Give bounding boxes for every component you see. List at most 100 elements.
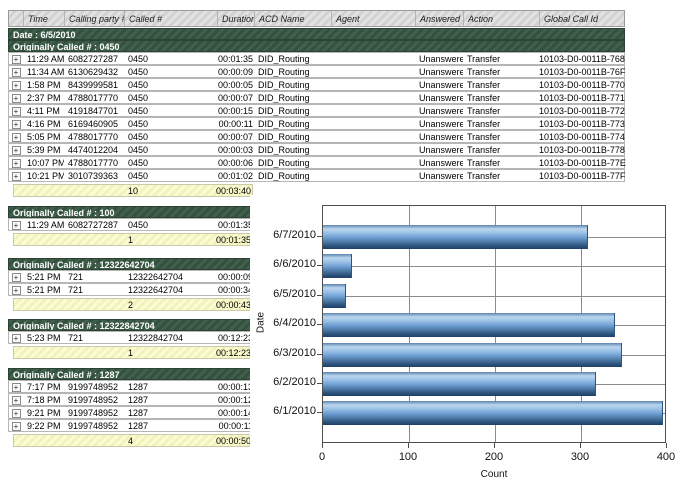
y-axis-tick [317,354,322,355]
cell-agent [331,131,415,142]
cell-global_call_id: 10103-D0-0011B-773 [539,119,625,129]
cell-duration: 00:00:07 [217,132,253,142]
column-header: Duration [217,11,254,26]
table-row: +4:16 PM 6169460905 0450 00:00:11 DID_Routin… [8,117,625,130]
expand-button[interactable]: + [11,395,21,405]
cell-calling_party: 6169460905 [68,119,119,129]
cell-calling_party: 6082727287 [68,54,119,64]
originally-called-group-header: Originally Called # : 12322842704 [8,319,253,331]
cell-action: Transfer [467,106,501,116]
x-axis-tick-label: 200 [484,451,504,463]
expand-cell: + [9,271,23,282]
y-axis-tick-label: 6/7/2010 [273,229,316,241]
expand-button[interactable]: + [11,272,21,282]
originally-called-group-header: Originally Called # : 12322642704 [8,258,253,270]
cell-duration: 00:01:35 [217,54,253,64]
bar-6/3/2010 [323,343,622,367]
cell-global_call_id: 10103-D0-0011B-77F [539,171,626,181]
x-axis-tick [666,443,667,448]
cell-calling_party: 9199748952 [68,395,119,405]
cell-calling_party: 8439999581 [68,80,119,90]
bar-6/5/2010 [323,284,346,308]
expand-button[interactable]: + [11,333,21,343]
cell-called: 12322842704 [128,333,184,343]
bar-6/1/2010 [323,401,663,425]
expand-cell: + [9,118,23,129]
expand-button[interactable]: + [11,80,21,90]
cell-global_call_id: 10103-D0-0011B-771 [539,93,625,103]
expand-button[interactable]: + [11,54,21,64]
expand-button[interactable]: + [11,67,21,77]
cell-duration: 00:00:09 [217,272,253,282]
date-group-header: Date : 6/5/2010 [8,28,625,40]
expand-button[interactable]: + [11,93,21,103]
column-header: Action [463,11,539,26]
expand-cell: + [9,420,23,431]
x-axis-tick [322,443,323,448]
cell-acd_name: DID_Routing [258,54,310,64]
report-section: Date : 6/5/2010 Originally Called # : 045… [8,28,626,197]
cell-calling_party: 4788017770 [68,132,119,142]
expand-button[interactable]: + [11,285,21,295]
expand-button[interactable]: + [11,119,21,129]
expand-cell: + [9,170,23,181]
cell-agent [331,79,415,90]
cell-agent [331,92,415,103]
cell-answered: Unanswered [419,119,463,129]
cell-duration: 00:00:14 [217,408,253,418]
y-axis-tick-label: 6/6/2010 [273,258,316,270]
expand-button[interactable]: + [11,382,21,392]
expand-cell: + [9,381,23,392]
expand-button[interactable]: + [11,220,21,230]
cell-time: 11:29 AM [27,220,64,230]
cell-global_call_id: 10103-D0-0011B-778 [539,145,625,155]
bar-6/6/2010 [323,254,352,278]
expand-cell: + [9,105,23,116]
expand-cell: + [9,92,23,103]
cell-duration: 00:00:03 [217,145,253,155]
expand-cell: + [9,394,23,405]
column-header: Time [23,11,64,26]
y-axis-tick [317,236,322,237]
cell-calling_party: 9199748952 [68,382,119,392]
cell-action: Transfer [467,54,501,64]
cell-acd_name: DID_Routing [258,158,310,168]
table-row: +11:34 AM 6130629432 0450 00:00:09 DID_Routi… [8,65,625,78]
cell-called: 1287 [128,382,149,392]
summary-total-duration: 00:01:35 [215,235,251,245]
cell-acd_name: DID_Routing [258,132,310,142]
cell-called: 0450 [128,93,149,103]
expand-cell: + [9,131,23,142]
cell-time: 7:18 PM [27,395,61,405]
summary-total-duration: 00:00:43 [215,300,251,310]
expand-button[interactable]: + [11,106,21,116]
cell-duration: 00:00:06 [217,158,253,168]
expand-button[interactable]: + [11,408,21,418]
cell-answered: Unanswered [419,106,463,116]
cell-answered: Unanswered [419,145,463,155]
column-header [9,11,23,26]
x-axis-tick-label: 300 [570,451,590,463]
cell-time: 10:21 PM [27,171,64,181]
cell-time: 4:11 PM [27,106,60,116]
cell-called: 1287 [128,408,149,418]
expand-button[interactable]: + [11,132,21,142]
cell-duration: 00:00:07 [217,93,253,103]
cell-calling_party: 3010739363 [68,171,119,181]
expand-button[interactable]: + [11,158,21,168]
cell-called: 0450 [128,145,149,155]
cell-answered: Unanswered [419,54,463,64]
group-summary-row: 1 00:12:23 [13,346,253,359]
summary-total-duration: 00:12:23 [215,348,251,358]
cell-acd_name: DID_Routing [258,93,310,103]
cell-answered: Unanswered [419,80,463,90]
group-summary-row: 10 00:03:40 [13,184,253,197]
expand-button[interactable]: + [11,145,21,155]
cell-called: 0450 [128,54,149,64]
expand-button[interactable]: + [11,421,21,431]
cell-agent [331,53,415,64]
cell-time: 5:23 PM [27,333,61,343]
chart-plot-area [322,205,666,443]
expand-button[interactable]: + [11,171,21,181]
summary-total-duration: 00:00:50 [215,436,251,446]
